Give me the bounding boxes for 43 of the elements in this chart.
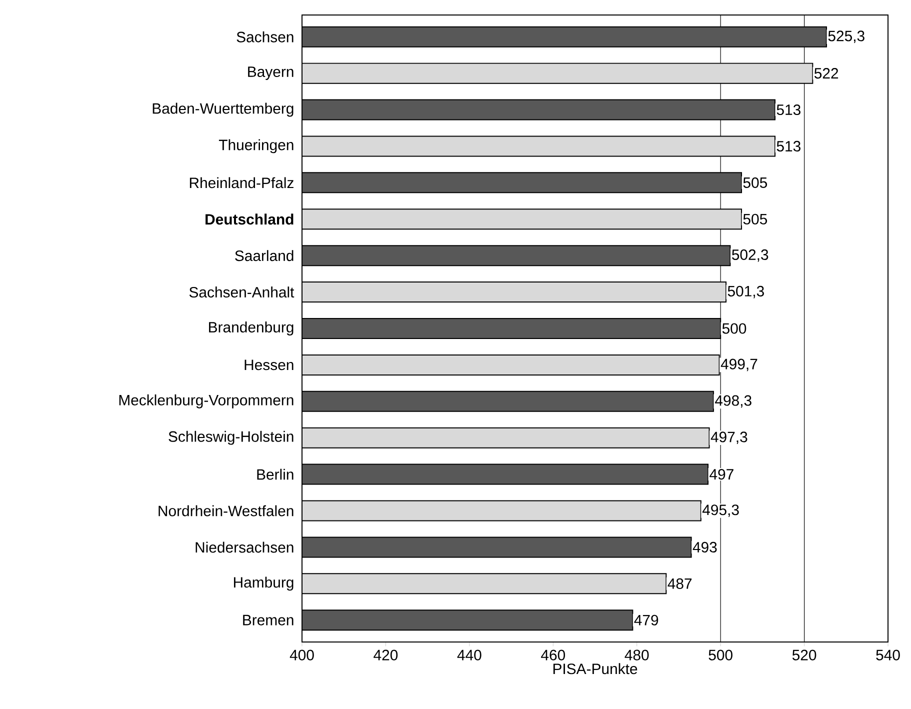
y-tick-label: Thueringen [218,139,294,154]
y-tick-label: Brandenburg [209,322,294,336]
data-label: 513 [776,104,800,116]
data-label: 505 [743,177,768,188]
y-tick-label: Saarland [235,250,294,262]
y-tick-label: Berlin [257,468,294,480]
data-label: 522 [814,68,838,79]
data-label: 500 [722,323,746,334]
x-tick-label: 540 [876,650,900,660]
y-tick-label: Nordrhein-Westfalen [158,505,294,516]
y-tick-label: Bremen [243,614,294,626]
data-label: 505 [743,214,768,224]
y-tick-label: Rheinland-Pfalz [190,177,294,188]
x-tick-label: 400 [290,650,314,660]
data-label: 493 [692,542,717,552]
data-label: 487 [668,578,692,589]
x-tick-label: 520 [792,650,816,660]
data-label: 499,7 [720,358,758,372]
x-axis-title: PISA-Punkte [553,663,638,674]
data-label: 495,3 [702,504,739,517]
x-tick-label: 480 [624,650,649,660]
y-tick-label: Bayern [248,66,294,80]
x-tick-label: 500 [708,650,732,660]
y-tick-label: Niedersachsen [196,542,294,553]
y-tick-label: Schleswig-Holstein [168,430,294,445]
data-label: 525,3 [828,30,864,44]
y-tick-label: Deutschland [206,214,294,225]
data-label: 498,3 [715,395,752,408]
y-tick-label: Baden-Wuerttemberg [152,102,294,117]
y-tick-label: Sachsen-Anhalt [189,286,294,298]
data-label: 501,3 [728,286,764,298]
data-label: 513 [776,140,800,152]
data-label: 479 [634,614,658,626]
x-tick-label: 440 [457,650,482,660]
x-tick-label: 420 [374,650,398,660]
data-label: 502,3 [732,249,768,262]
x-tick-label: 460 [541,650,566,660]
y-tick-label: Mecklenburg-Vorpommern [119,394,294,408]
y-tick-label: Sachsen [236,31,294,42]
y-tick-label: Hamburg [234,576,294,591]
data-label: 497,3 [710,432,748,444]
y-tick-label: Hessen [244,360,294,370]
data-label: 497 [710,469,734,480]
